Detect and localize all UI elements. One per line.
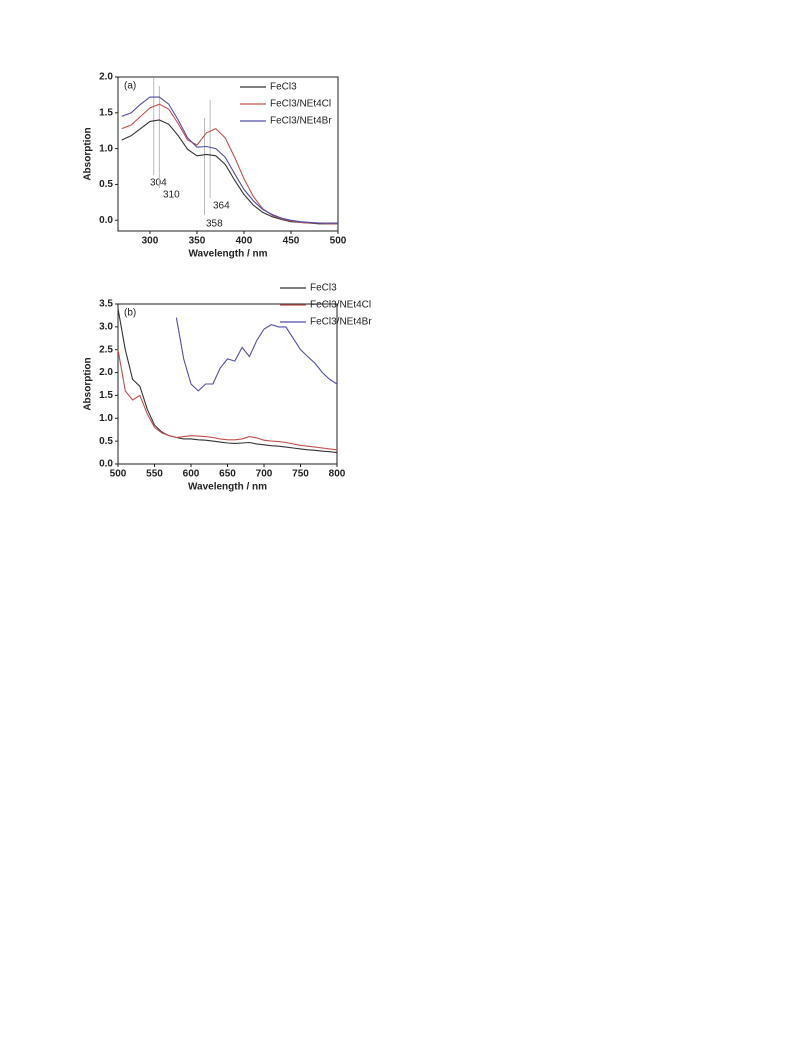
x-tick-label: 550 <box>146 469 163 480</box>
series-line <box>121 96 338 224</box>
legend-label: FeCl3/NEt4Cl <box>270 99 331 110</box>
x-tick-label: 700 <box>256 469 273 480</box>
series-line <box>121 103 338 225</box>
legend-label: FeCl3/NEt4Cl <box>310 300 371 311</box>
x-tick-label: 600 <box>183 469 200 480</box>
y-axis-label: Absorption <box>83 127 94 180</box>
y-tick-label: 1.5 <box>99 390 113 401</box>
annotation-label: 358 <box>206 219 223 230</box>
series-line <box>117 308 338 454</box>
y-tick-label: 1.5 <box>99 107 113 118</box>
legend-label: FeCl3/NEt4Br <box>310 317 372 328</box>
legend-label: FeCl3 <box>310 283 337 294</box>
x-tick-label: 750 <box>292 469 309 480</box>
x-tick-label: 350 <box>189 236 206 247</box>
y-axis-label: Absorption <box>83 357 94 410</box>
y-tick-label: 0.5 <box>99 436 113 447</box>
x-tick-label: 800 <box>329 469 346 480</box>
x-tick-label: 300 <box>142 236 159 247</box>
series-line <box>117 349 338 451</box>
y-tick-label: 1.0 <box>99 143 113 154</box>
annotation-label: 310 <box>163 190 180 201</box>
panel-label: (b) <box>124 308 136 319</box>
legend-label: FeCl3/NEt4Br <box>270 116 332 127</box>
x-axis-label: Wavelength / nm <box>188 249 267 260</box>
annotation-label: 364 <box>213 201 230 212</box>
x-tick-label: 650 <box>219 469 236 480</box>
y-tick-label: 0.0 <box>99 459 113 470</box>
x-axis-label: Wavelength / nm <box>188 482 267 493</box>
panel-label: (a) <box>124 81 136 92</box>
y-tick-label: 3.5 <box>99 299 113 310</box>
y-tick-label: 1.0 <box>99 413 113 424</box>
annotation-label: 304 <box>150 178 167 189</box>
y-tick-label: 0.5 <box>99 179 113 190</box>
x-tick-label: 450 <box>283 236 300 247</box>
y-tick-label: 3.0 <box>99 321 113 332</box>
y-tick-label: 0.0 <box>99 215 113 226</box>
x-tick-label: 500 <box>110 469 127 480</box>
series-line <box>121 119 338 225</box>
x-tick-label: 400 <box>236 236 253 247</box>
series-line <box>175 317 338 392</box>
legend-label: FeCl3 <box>270 82 297 93</box>
x-tick-label: 500 <box>330 236 347 247</box>
y-tick-label: 2.0 <box>99 367 113 378</box>
plot-frame <box>117 76 339 232</box>
y-tick-label: 2.5 <box>99 344 113 355</box>
y-tick-label: 2.0 <box>99 72 113 83</box>
